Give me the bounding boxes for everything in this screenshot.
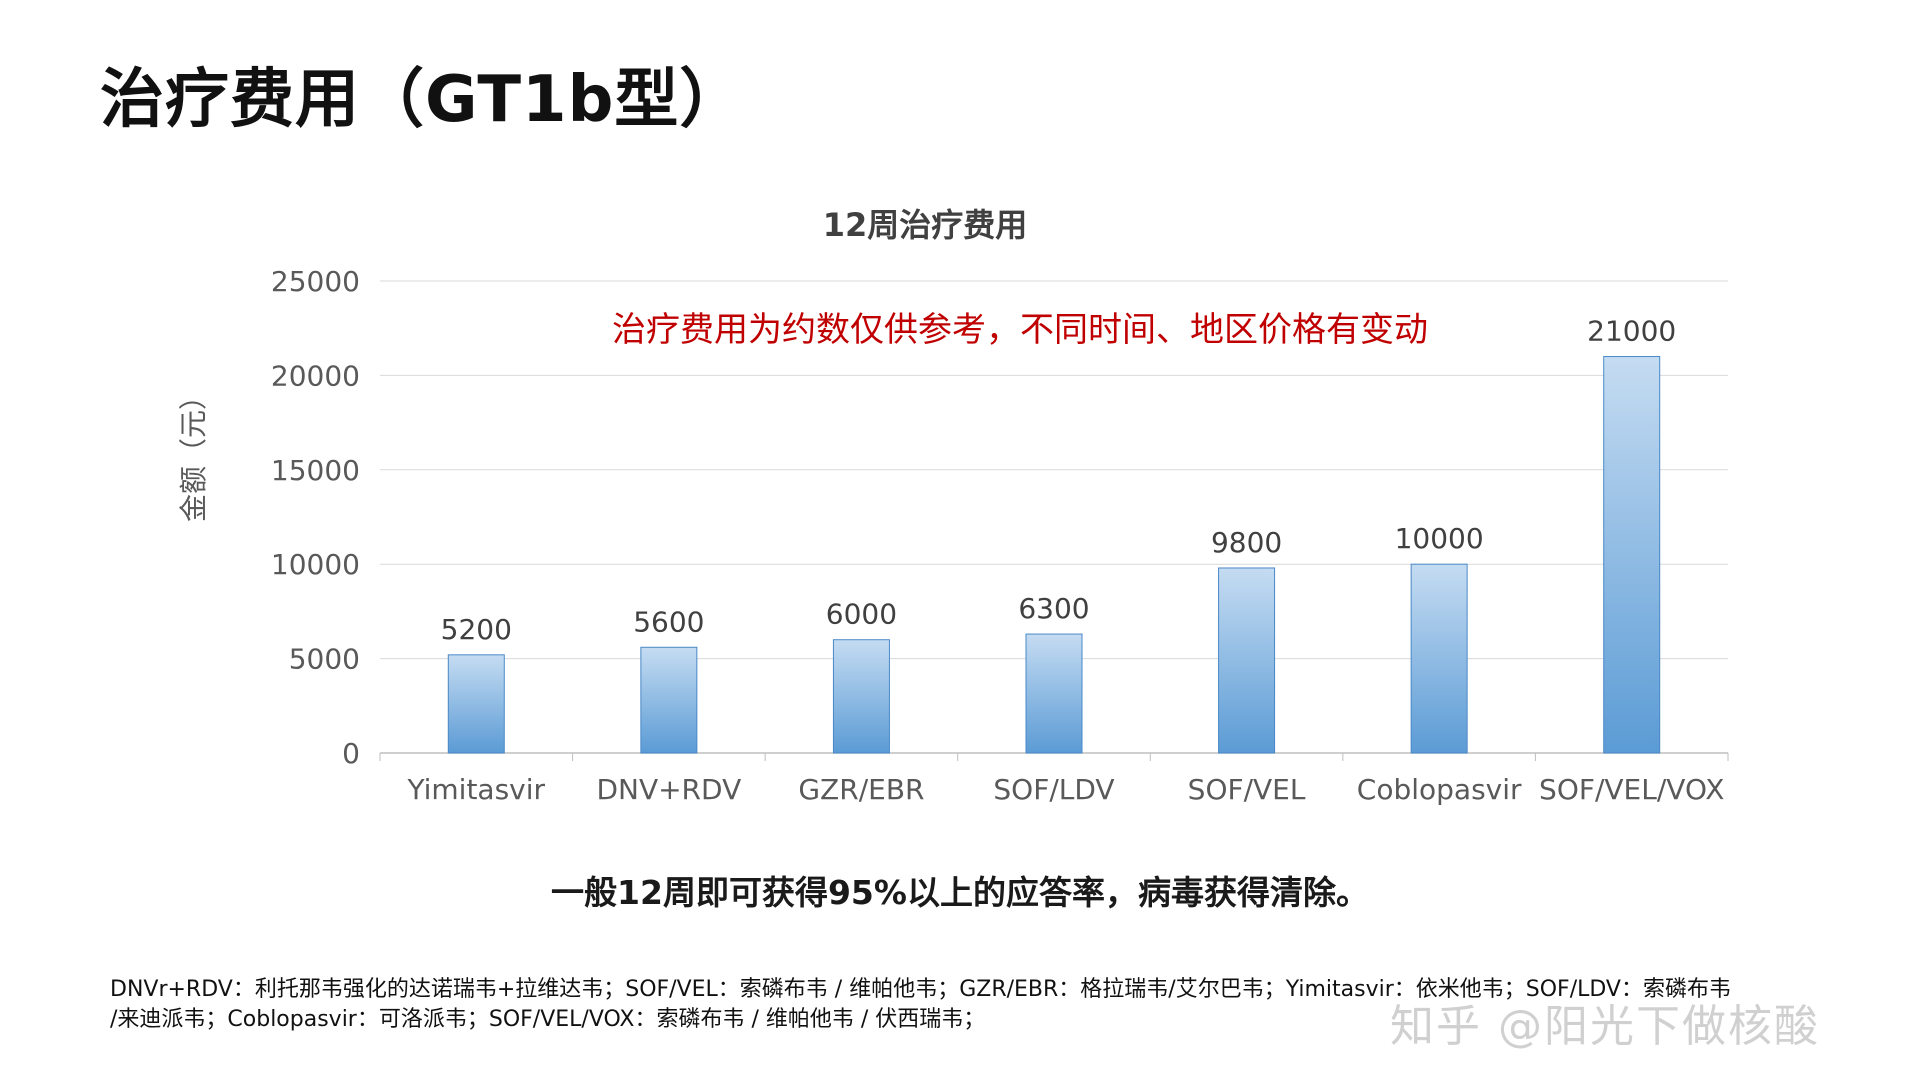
data-label: 6300 xyxy=(1018,592,1089,625)
x-tick-label: SOF/VEL/VOX xyxy=(1539,773,1724,806)
x-tick-label: Coblopasvir xyxy=(1357,773,1522,806)
x-tick-label: SOF/VEL xyxy=(1188,773,1306,806)
footnote-line: /来迪派韦；Coblopasvir：可洛派韦；SOF/VEL/VOX：索磷布韦 … xyxy=(110,1007,986,1032)
y-tick-label: 10000 xyxy=(271,548,360,581)
bar xyxy=(1410,563,1468,754)
bar xyxy=(1603,356,1661,754)
bar xyxy=(447,654,505,754)
footnote-line: DNVr+RDV：利托那韦强化的达诺瑞韦+拉维达韦；SOF/VEL：索磷布韦 /… xyxy=(110,977,1731,1002)
data-label: 10000 xyxy=(1395,522,1484,555)
slide-caption: 一般12周即可获得95%以上的应答率，病毒获得清除。 xyxy=(551,873,1369,912)
slide-title: 治疗费用（GT1b型） xyxy=(100,63,745,137)
y-tick-label: 15000 xyxy=(271,454,360,487)
chart-title: 12周治疗费用 xyxy=(823,206,1028,244)
y-axis-ticks: 0 5000 10000 15000 20000 25000 xyxy=(271,265,360,770)
watermark: 知乎 @阳光下做核酸 xyxy=(1390,1001,1820,1052)
y-tick-label: 0 xyxy=(342,737,360,770)
data-label: 5600 xyxy=(633,605,704,638)
x-tick-label: GZR/EBR xyxy=(798,773,924,806)
x-tick-label: Yimitasvir xyxy=(407,773,546,806)
bar-chart: 12周治疗费用 治疗费用为约数仅供参考，不同时间、地区价格有变动 金额（元） 0… xyxy=(177,206,1729,806)
bar xyxy=(640,646,698,754)
chart-annotation: 治疗费用为约数仅供参考，不同时间、地区价格有变动 xyxy=(612,310,1428,350)
y-tick-label: 20000 xyxy=(271,359,360,392)
data-label: 9800 xyxy=(1211,526,1282,559)
footnote: DNVr+RDV：利托那韦强化的达诺瑞韦+拉维达韦；SOF/VEL：索磷布韦 /… xyxy=(110,975,1890,1035)
y-axis-label: 金额（元） xyxy=(177,382,210,522)
y-tick-label: 25000 xyxy=(271,265,360,298)
y-tick-label: 5000 xyxy=(289,643,360,676)
bar xyxy=(832,639,890,754)
data-label: 21000 xyxy=(1587,315,1676,348)
bars: 5200 5600 6000 6300 9800 10000 21000 xyxy=(441,315,1676,754)
x-tick-label: SOF/LDV xyxy=(993,773,1114,806)
bar xyxy=(1025,633,1083,754)
bar xyxy=(1218,567,1276,754)
x-tick-label: DNV+RDV xyxy=(596,773,741,806)
data-label: 5200 xyxy=(441,613,512,646)
x-axis-ticks: Yimitasvir DNV+RDV GZR/EBR SOF/LDV SOF/VEL Co… xyxy=(407,773,1725,806)
data-label: 6000 xyxy=(826,598,897,631)
